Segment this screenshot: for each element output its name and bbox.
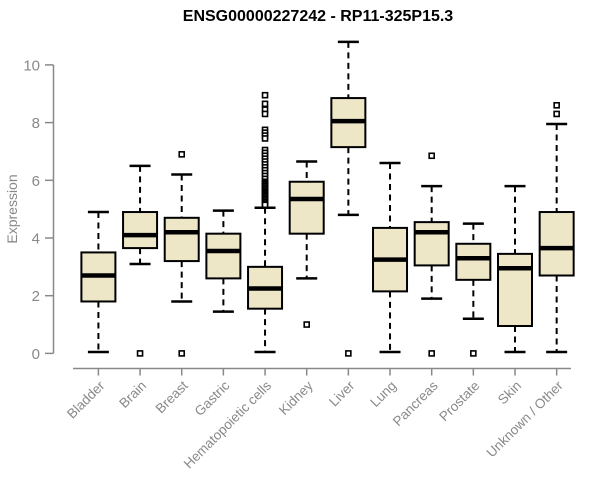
category-label-brain: Brain <box>116 378 149 411</box>
outlier-point-prostate <box>470 350 477 357</box>
chart-title: ENSG00000227242 - RP11-325P15.3 <box>183 8 454 25</box>
y-tick-label: 2 <box>32 288 40 305</box>
outlier-point-pancreas <box>428 152 435 160</box>
box-gastric <box>205 232 242 280</box>
category-label-prostate: Prostate <box>436 378 482 424</box>
outlier-point-hematopoietic-cells <box>261 110 269 118</box>
y-tick-label: 0 <box>32 346 40 363</box>
outlier-point-pancreas <box>428 350 435 357</box>
outlier-point-hematopoietic-cells <box>261 201 269 209</box>
category-label-unknown-other: Unknown / Other <box>484 378 567 461</box>
box-brain <box>122 211 159 250</box>
outlier-point-unknown-other <box>553 101 560 109</box>
y-tick-label: 8 <box>32 115 40 132</box>
category-label-pancreas: Pancreas <box>390 378 441 429</box>
y-tick-label: 10 <box>23 57 40 74</box>
outlier-point-hematopoietic-cells <box>261 100 269 108</box>
outlier-point-hematopoietic-cells <box>261 91 269 99</box>
outlier-point-hematopoietic-cells <box>261 135 269 142</box>
outlier-point-breast <box>178 350 186 357</box>
outlier-point-liver <box>345 350 352 357</box>
y-tick-label: 6 <box>32 173 40 190</box>
category-label-breast: Breast <box>153 378 191 416</box>
category-label-lung: Lung <box>367 378 399 410</box>
box-breast <box>163 216 200 263</box>
y-axis-label: Expression <box>4 174 20 243</box>
outlier-point-breast <box>178 151 186 158</box>
category-label-bladder: Bladder <box>64 378 108 422</box>
box-unknown-other <box>538 211 575 277</box>
box-prostate <box>455 242 492 281</box>
category-label-skin: Skin <box>495 378 524 407</box>
box-skin <box>497 252 533 327</box>
outlier-point-brain <box>136 350 144 357</box>
outlier-point-kidney <box>303 321 311 328</box>
box-pancreas <box>413 221 450 267</box>
outlier-point-unknown-other <box>553 110 560 118</box>
y-tick-label: 4 <box>32 231 40 248</box>
category-label-gastric: Gastric <box>192 378 233 419</box>
category-label-liver: Liver <box>326 378 358 410</box>
box-kidney <box>288 180 325 235</box>
category-label-kidney: Kidney <box>276 378 316 418</box>
